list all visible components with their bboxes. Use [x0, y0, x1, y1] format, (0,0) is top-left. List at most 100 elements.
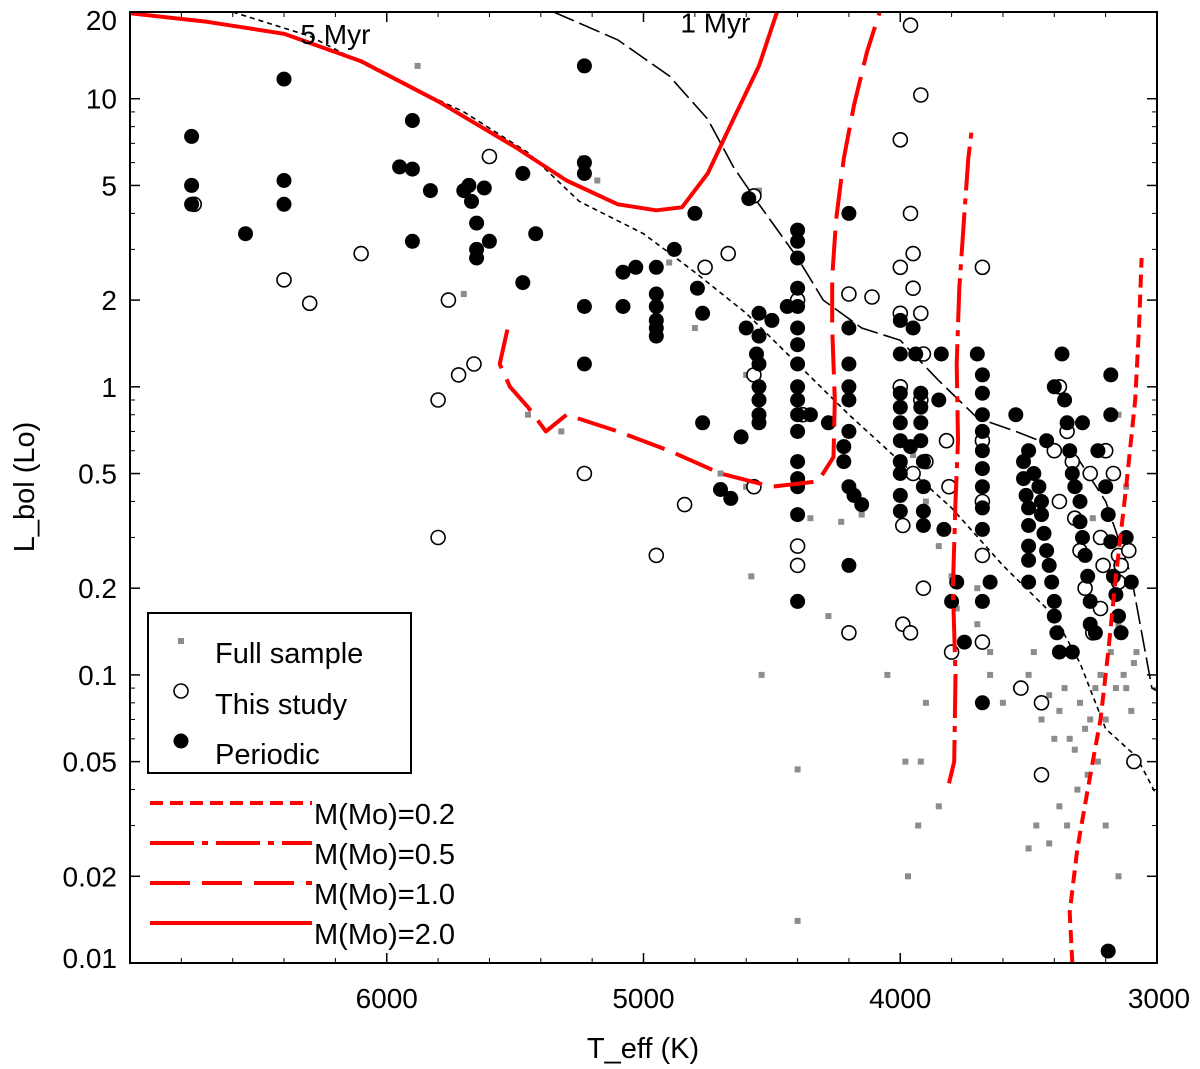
this-study-point — [902, 205, 919, 222]
periodic-point — [528, 226, 544, 242]
periodic-point — [648, 259, 664, 275]
full-sample-point — [807, 515, 814, 522]
y-tick-label: 2 — [101, 285, 117, 316]
periodic-point — [1039, 543, 1055, 559]
periodic-point — [576, 356, 592, 372]
periodic-point — [1113, 625, 1129, 641]
this-study-point — [440, 292, 457, 308]
periodic-point — [892, 487, 908, 503]
periodic-point — [1021, 574, 1037, 590]
this-study-point — [450, 367, 467, 383]
this-study-point — [430, 529, 446, 546]
this-study-legend-marker — [173, 683, 189, 699]
this-study-point — [1033, 766, 1050, 783]
full-sample-point — [1071, 746, 1078, 753]
this-study-point — [941, 478, 957, 495]
full-sample-point — [1056, 803, 1063, 810]
periodic-point — [184, 196, 200, 212]
periodic-point — [1046, 593, 1062, 609]
y-tick-label: 0.01 — [63, 943, 118, 974]
periodic-point — [892, 312, 908, 328]
full-sample-legend-marker — [178, 638, 184, 644]
full-sample-point — [935, 543, 942, 550]
full-sample-point — [1112, 685, 1119, 692]
periodic-point — [956, 634, 972, 650]
periodic-point — [1039, 433, 1055, 449]
periodic-point — [751, 392, 767, 408]
full-sample-legend-label: Full sample — [215, 638, 363, 670]
periodic-point — [1031, 479, 1047, 495]
periodic-point — [184, 177, 200, 193]
this-study-point — [902, 624, 919, 641]
periodic-point — [1103, 534, 1119, 550]
periodic-point — [713, 482, 728, 497]
full-sample-point — [717, 470, 724, 477]
periodic-point — [913, 385, 929, 401]
periodic-point — [1021, 552, 1037, 568]
periodic-point — [1051, 644, 1067, 660]
periodic-point — [1103, 407, 1119, 423]
this-study-legend-label: This study — [215, 689, 348, 721]
full-sample-point — [917, 758, 924, 765]
full-sample-point — [794, 766, 801, 773]
axes: 6000 5000 4000 3000 20 10 5 2 1 0.5 0.2 0.1 0.05 0.02… — [63, 5, 1191, 1014]
periodic-point — [915, 479, 931, 495]
periodic-point — [1062, 443, 1078, 459]
mass-tracks — [130, 12, 1144, 963]
full-sample-point — [691, 325, 698, 331]
periodic-point — [974, 461, 990, 477]
this-study-point — [1121, 542, 1137, 559]
periodic-point — [974, 443, 990, 459]
full-sample-point — [922, 699, 929, 706]
periodic-legend-marker — [173, 733, 189, 749]
periodic-point — [648, 286, 664, 302]
periodic-point — [1067, 479, 1083, 495]
periodic-point — [689, 280, 705, 296]
full-sample-point — [1030, 649, 1037, 656]
periodic-point — [1100, 507, 1116, 523]
full-sample-point — [825, 613, 832, 620]
this-study-point — [864, 289, 880, 305]
full-sample-point — [1084, 771, 1091, 778]
periodic-point — [515, 166, 531, 181]
y-tick-label: 0.2 — [78, 573, 117, 604]
full-sample-point — [460, 291, 467, 297]
this-study-point — [301, 295, 318, 312]
periodic-point — [1026, 466, 1042, 481]
full-sample-point — [1123, 685, 1130, 692]
periodic-point — [841, 557, 857, 573]
full-sample-point — [987, 649, 994, 656]
full-sample-point — [902, 758, 909, 765]
periodic-point — [723, 490, 739, 506]
periodic-point — [1034, 494, 1049, 509]
periodic-point — [576, 166, 592, 181]
full-sample-point — [1056, 707, 1063, 714]
full-sample-point — [1094, 758, 1101, 765]
full-sample-point — [987, 671, 994, 678]
full-sample-point — [922, 498, 929, 505]
full-sample-point — [858, 511, 865, 518]
y-tick-label: 5 — [101, 170, 117, 201]
periodic-point — [276, 71, 292, 87]
this-study-point — [1033, 694, 1050, 711]
this-study-point — [1126, 753, 1142, 770]
periodic-point — [892, 415, 908, 431]
periodic-point — [1098, 479, 1114, 495]
periodic-point — [841, 423, 857, 439]
periodic-point — [1021, 443, 1037, 459]
periodic-point — [974, 593, 990, 609]
marker-legend-box — [147, 612, 412, 774]
periodic-point — [461, 177, 477, 193]
track-legend-label-0.5: M(Mo)=0.5 — [314, 839, 455, 871]
this-study-point — [892, 259, 909, 276]
this-study-point — [894, 517, 911, 534]
this-study-point — [697, 259, 713, 276]
periodic-point — [1072, 494, 1088, 509]
periodic-point — [751, 356, 767, 372]
isochrone-label: 5 Myr — [300, 19, 370, 50]
this-study-point — [1092, 600, 1109, 617]
periodic-point — [790, 356, 806, 372]
x-axis-label: T_eff (K) — [587, 1033, 699, 1065]
periodic-point — [841, 356, 857, 372]
this-study-point — [974, 634, 991, 650]
